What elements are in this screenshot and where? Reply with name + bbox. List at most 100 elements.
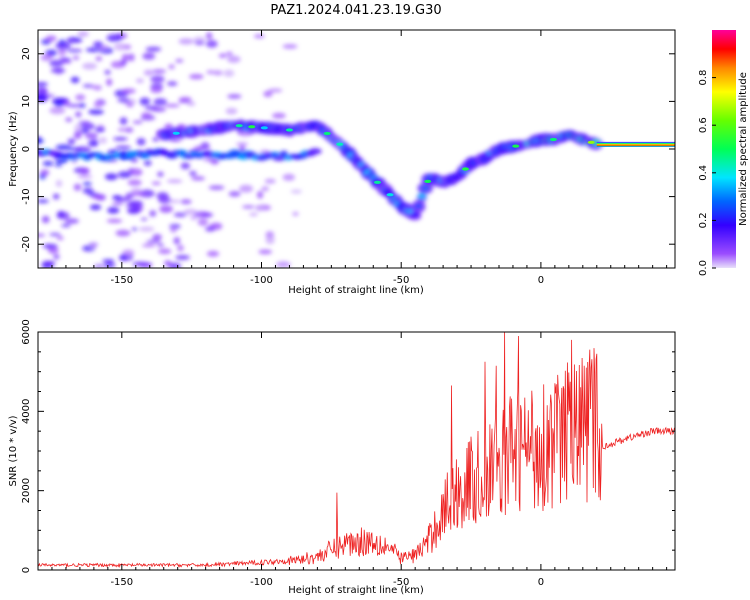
tail-band xyxy=(596,142,675,144)
noise-blob xyxy=(82,62,98,70)
noise-blob xyxy=(158,196,172,204)
noise-blob xyxy=(52,193,60,200)
noise-blob xyxy=(40,169,50,176)
noise-blob xyxy=(38,199,49,204)
noise-blob xyxy=(150,75,165,83)
noise-blob xyxy=(38,139,45,144)
tail-band xyxy=(596,144,675,146)
x-tick-label: -150 xyxy=(110,275,133,286)
noise-blob xyxy=(77,31,89,37)
noise-blob xyxy=(164,103,180,108)
noise-blob xyxy=(239,184,253,193)
noise-blob xyxy=(164,123,174,130)
snr-panel: -150 -100 -50 0 0 2000 4000 6000 Height of str… xyxy=(8,319,676,596)
noise-blob xyxy=(282,44,298,49)
hot-core xyxy=(424,179,432,183)
noise-blob xyxy=(61,59,72,64)
noise-blob xyxy=(41,215,50,224)
noise-blob xyxy=(166,179,183,183)
noise-blob xyxy=(131,227,138,231)
noise-blob xyxy=(78,167,90,175)
noise-blob xyxy=(149,210,157,217)
noise-blob xyxy=(104,262,116,268)
noise-blob xyxy=(120,59,127,65)
noise-blob xyxy=(226,55,241,63)
noise-blob xyxy=(42,160,54,167)
secondary-branch xyxy=(38,148,322,162)
noise-blob xyxy=(135,78,144,84)
noise-blob xyxy=(157,171,164,177)
noise-blob xyxy=(127,209,140,215)
tail-band xyxy=(596,145,675,147)
noise-blob xyxy=(40,54,53,62)
noise-blob xyxy=(119,117,128,125)
ridge-core xyxy=(417,193,426,199)
noise-blob xyxy=(239,145,246,153)
y-tick-label: 10 xyxy=(21,95,32,108)
hot-core xyxy=(235,124,243,128)
noise-blob xyxy=(126,102,134,108)
noise-blob xyxy=(276,261,291,268)
noise-blob xyxy=(54,102,64,107)
noise-blob xyxy=(82,187,94,194)
hot-core xyxy=(549,137,557,142)
noise-blob xyxy=(91,195,105,200)
noise-blob xyxy=(115,145,132,150)
y-tick-label: 4000 xyxy=(21,399,32,424)
snr-y-axis-label: SNR (10 * v/v) xyxy=(8,415,19,486)
noise-blob xyxy=(82,181,92,186)
noise-blob xyxy=(50,67,66,74)
noise-blob xyxy=(119,254,128,261)
noise-blob xyxy=(95,127,105,133)
noise-blob xyxy=(55,179,63,188)
x-tick-label: -100 xyxy=(250,275,273,286)
noise-blob xyxy=(113,136,128,141)
spectrogram-x-ticks: -150 -100 -50 0 xyxy=(51,30,668,286)
branch-blob xyxy=(269,151,280,158)
noise-blob xyxy=(61,223,71,228)
noise-blob xyxy=(106,78,113,87)
noise-blob xyxy=(264,178,276,184)
y-tick-label: 2000 xyxy=(21,478,32,503)
colorbar-gradient xyxy=(712,30,736,268)
noise-blob xyxy=(152,137,159,142)
noise-blob xyxy=(223,69,235,77)
noise-blob xyxy=(151,106,166,112)
noise-blob xyxy=(218,53,227,58)
noise-blob xyxy=(112,195,122,200)
y-tick-label: 0 xyxy=(21,567,32,573)
noise-blob xyxy=(130,191,147,197)
noise-blob xyxy=(38,86,48,95)
noise-blob xyxy=(66,48,83,53)
tail-band xyxy=(596,144,675,146)
branch-blob xyxy=(272,156,287,161)
noise-speckle xyxy=(38,31,302,268)
noise-blob xyxy=(49,232,61,237)
noise-blob xyxy=(140,217,148,221)
noise-blob xyxy=(176,244,184,252)
noise-blob xyxy=(93,86,102,91)
hot-core xyxy=(512,144,520,148)
noise-blob xyxy=(107,207,120,214)
noise-blob xyxy=(38,233,46,238)
noise-blob xyxy=(143,160,152,166)
snr-y-ticks: 0 2000 4000 6000 xyxy=(21,319,675,573)
noise-blob xyxy=(242,205,255,209)
noise-blob xyxy=(117,127,127,132)
noise-blob xyxy=(72,55,80,60)
colorbar-tick-label: 0.0 xyxy=(698,260,709,276)
noise-blob xyxy=(249,212,258,217)
noise-blob xyxy=(253,34,265,39)
tail-band xyxy=(596,143,675,145)
ridge-core xyxy=(410,212,420,218)
hot-core xyxy=(587,140,595,144)
noise-blob xyxy=(150,87,163,94)
noise-blob xyxy=(136,137,146,146)
noise-blob xyxy=(53,97,69,103)
colorbar-ticks: 0.0 0.2 0.4 0.6 0.8 xyxy=(698,70,716,276)
noise-blob xyxy=(73,183,82,191)
noise-blob xyxy=(201,212,214,218)
noise-blob xyxy=(88,139,99,147)
